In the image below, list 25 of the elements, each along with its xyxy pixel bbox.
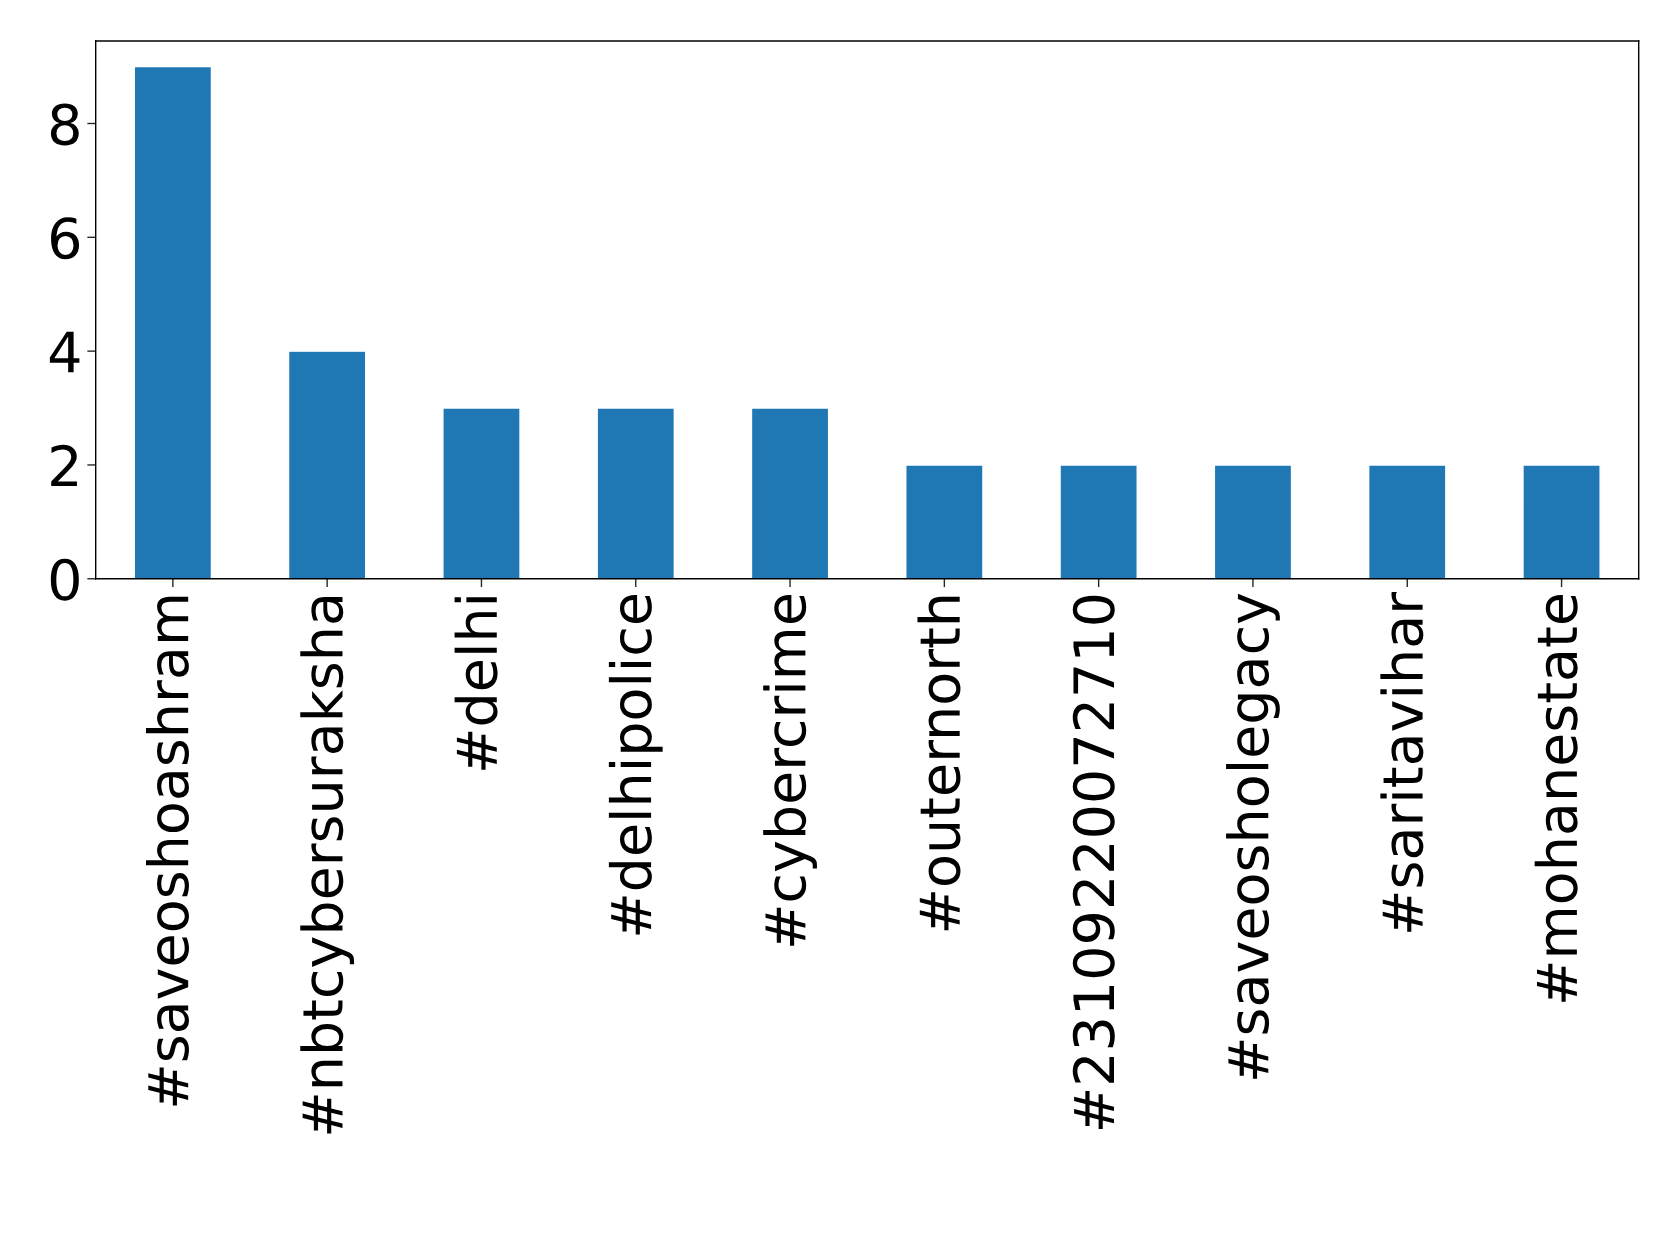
x-tick-label: #23109220072710	[1072, 595, 1115, 1130]
bar	[1059, 464, 1138, 579]
y-tick-label: 0	[50, 558, 79, 601]
bar	[1367, 464, 1447, 579]
y-tick-label: 4	[49, 331, 80, 373]
x-tick-label: #delhipolice	[608, 594, 663, 935]
x-tick-label: #cybercrime	[763, 594, 817, 946]
x-tick-label: #mohanestate	[1534, 594, 1578, 1002]
y-tick-label: 8	[50, 103, 79, 146]
bar	[905, 464, 984, 579]
y-tick-label: 2	[51, 444, 77, 487]
x-tick-label: #delhi	[454, 597, 498, 770]
x-tick-label: #saveoshoashram	[145, 596, 189, 1106]
bar	[133, 65, 213, 579]
bar	[1522, 464, 1601, 579]
bar	[287, 350, 367, 579]
x-tick-label: #saritavihar	[1380, 591, 1424, 932]
bar	[442, 407, 521, 579]
bar	[750, 407, 830, 579]
bar	[596, 407, 676, 579]
x-tick-label: #nbtcybersuraksha	[300, 597, 355, 1134]
bar	[1213, 464, 1293, 579]
x-tick-label: #saveosholegacy	[1226, 593, 1280, 1079]
y-tick-label: 6	[51, 217, 80, 260]
x-tick-label: #outernorth	[917, 596, 961, 931]
